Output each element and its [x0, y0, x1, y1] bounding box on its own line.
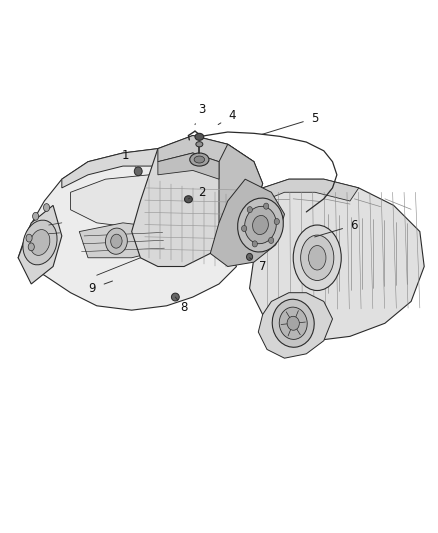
- Polygon shape: [263, 179, 359, 201]
- Ellipse shape: [241, 225, 247, 231]
- Ellipse shape: [238, 198, 283, 252]
- Text: 1: 1: [121, 149, 135, 167]
- Ellipse shape: [247, 253, 253, 261]
- Text: 7: 7: [250, 258, 266, 273]
- Polygon shape: [219, 144, 263, 231]
- Ellipse shape: [32, 212, 39, 220]
- Ellipse shape: [43, 204, 49, 212]
- Polygon shape: [158, 135, 254, 175]
- Ellipse shape: [293, 225, 341, 290]
- Ellipse shape: [279, 307, 307, 340]
- Polygon shape: [79, 223, 166, 258]
- Ellipse shape: [194, 156, 205, 163]
- Ellipse shape: [247, 207, 252, 213]
- Ellipse shape: [28, 243, 34, 251]
- Ellipse shape: [252, 241, 258, 247]
- Ellipse shape: [287, 316, 299, 330]
- Ellipse shape: [245, 206, 276, 244]
- Ellipse shape: [106, 228, 127, 254]
- Ellipse shape: [264, 203, 269, 209]
- Ellipse shape: [274, 219, 279, 224]
- Ellipse shape: [30, 230, 50, 255]
- Ellipse shape: [23, 220, 57, 265]
- Text: 2: 2: [188, 186, 205, 199]
- Text: 5: 5: [262, 111, 319, 134]
- Ellipse shape: [134, 167, 142, 176]
- Text: 4: 4: [218, 109, 236, 125]
- Polygon shape: [71, 175, 210, 227]
- Text: 3: 3: [195, 103, 205, 125]
- Polygon shape: [258, 293, 332, 358]
- Ellipse shape: [272, 299, 314, 348]
- Ellipse shape: [26, 234, 32, 242]
- Ellipse shape: [171, 293, 179, 301]
- Ellipse shape: [253, 215, 268, 235]
- Polygon shape: [18, 205, 62, 284]
- Polygon shape: [18, 149, 241, 310]
- Ellipse shape: [184, 196, 192, 203]
- Ellipse shape: [300, 235, 334, 280]
- Polygon shape: [132, 135, 263, 266]
- Ellipse shape: [196, 142, 203, 147]
- Ellipse shape: [190, 153, 209, 166]
- Text: 9: 9: [88, 281, 113, 295]
- Text: 6: 6: [314, 219, 358, 237]
- Ellipse shape: [111, 234, 122, 248]
- Polygon shape: [158, 153, 219, 179]
- Polygon shape: [250, 179, 424, 341]
- Polygon shape: [210, 179, 285, 266]
- Ellipse shape: [308, 246, 326, 270]
- Polygon shape: [62, 149, 219, 188]
- Ellipse shape: [268, 237, 274, 244]
- Ellipse shape: [195, 133, 204, 140]
- Text: 8: 8: [175, 297, 188, 314]
